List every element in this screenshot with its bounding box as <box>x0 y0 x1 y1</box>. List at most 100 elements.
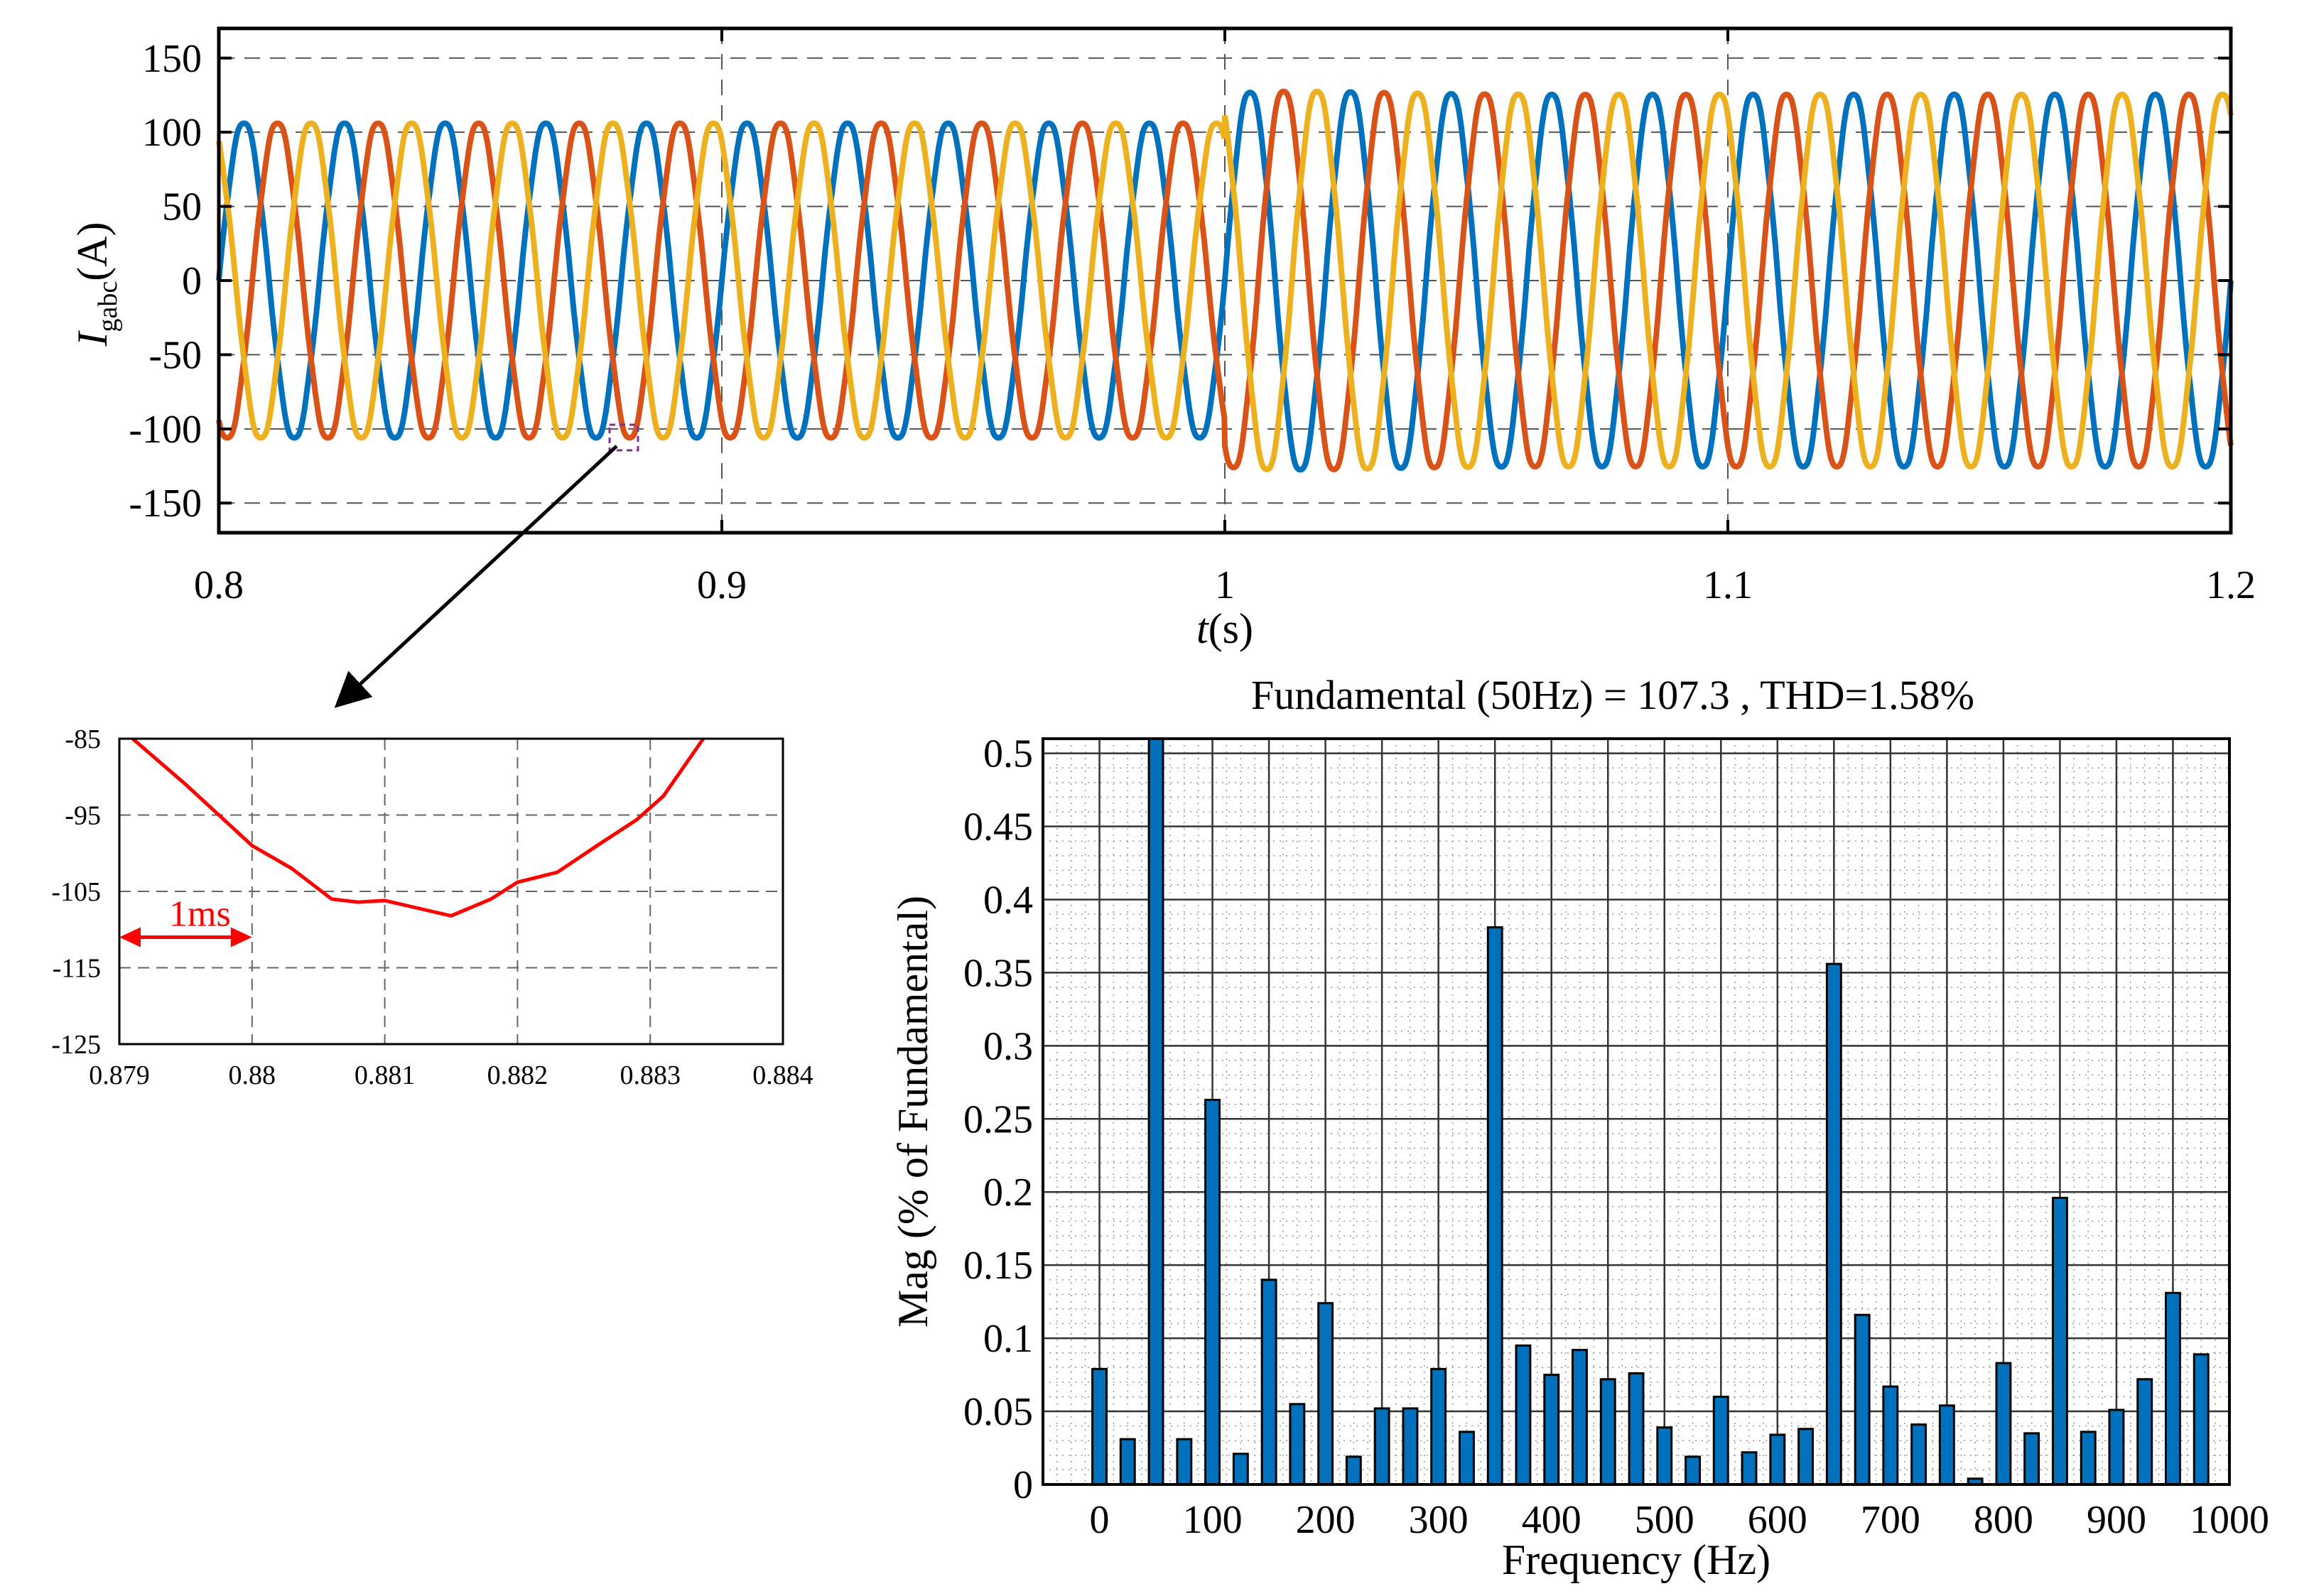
fft-bar <box>1232 1453 1249 1486</box>
fft-bar <box>1543 1374 1560 1486</box>
current-y-tick-label: -150 <box>129 482 202 526</box>
fft-x-tick-label: 1000 <box>2190 1498 2269 1542</box>
fft-bar <box>1938 1404 1955 1486</box>
fft-x-tick-label: 800 <box>1974 1498 2033 1542</box>
fft-x-tick-label: 200 <box>1296 1498 1356 1542</box>
zoom-x-ticks: 0.879 0.88 0.881 0.882 0.883 0.884 <box>89 1060 813 1090</box>
fft-bar <box>2108 1408 2125 1486</box>
zoom-y-tick-label: -95 <box>65 801 101 831</box>
zoom-axes-frame <box>118 737 784 1046</box>
current-y-tick-label: -50 <box>148 333 202 377</box>
zoom-y-tick-label: -125 <box>51 1030 101 1060</box>
current-x-tick-label: 1.2 <box>2206 563 2256 607</box>
fft-bar <box>2052 1197 2068 1486</box>
fft-bar <box>1882 1385 1899 1486</box>
zoom-y-tick-label: -105 <box>51 877 101 907</box>
fft-bar <box>1910 1423 1927 1486</box>
fft-bar <box>2023 1432 2040 1486</box>
current-x-label: t(s) <box>1196 605 1253 652</box>
one-ms-arrowhead-right <box>230 927 252 948</box>
fft-bar <box>1599 1378 1616 1486</box>
current-series-phase-a <box>216 89 2234 473</box>
fft-bar <box>1373 1407 1390 1486</box>
zoom-x-tick-label: 0.884 <box>752 1060 813 1090</box>
fft-y-tick-label: 0.35 <box>963 951 1033 995</box>
zoom-x-tick-label: 0.883 <box>620 1060 681 1090</box>
fft-bar <box>1345 1455 1362 1486</box>
fft-y-tick-label: 0.2 <box>983 1171 1033 1215</box>
fft-bar <box>1825 962 1842 1486</box>
fft-y-tick-label: 0.4 <box>983 878 1033 922</box>
fft-bar <box>1769 1433 1786 1486</box>
fft-bar <box>1685 1455 1702 1486</box>
fft-bar <box>1459 1431 1475 1486</box>
one-ms-label: 1ms <box>169 894 231 935</box>
fft-bar <box>1204 1099 1221 1486</box>
fft-bar <box>1147 737 1164 1486</box>
current-x-tick-label: 0.9 <box>697 563 747 607</box>
fft-bar <box>1995 1362 2012 1486</box>
current-y-tick-label: -100 <box>129 408 202 452</box>
fft-bar <box>1628 1372 1645 1486</box>
zoom-region-marker <box>608 423 639 452</box>
current-y-tick-label: 100 <box>142 111 202 155</box>
one-ms-arrowhead-left <box>119 927 141 948</box>
current-y-tick-label: 0 <box>182 259 202 303</box>
current-series-phase-b <box>216 88 2234 472</box>
fft-bar <box>1797 1428 1815 1486</box>
fft-bar <box>1486 926 1503 1486</box>
fft-bar <box>1656 1426 1673 1486</box>
fft-bar <box>1515 1344 1532 1486</box>
fft-bar <box>2080 1431 2097 1486</box>
zoom-series <box>131 737 705 918</box>
current-x-ticks: 0.8 0.9 1 1.1 1.2 <box>194 28 2256 607</box>
zoom-x-tick-label: 0.879 <box>89 1060 150 1090</box>
zoom-chart: -85-95-105-115-125 0.879 0.88 0.881 0.882 0.… <box>51 724 813 1090</box>
fft-bar <box>1317 1302 1334 1486</box>
zoom-x-tick-label: 0.882 <box>487 1060 548 1090</box>
fft-y-tick-label: 0.1 <box>983 1317 1033 1361</box>
fft-y-tick-label: 0.05 <box>963 1390 1033 1434</box>
fft-y-ticks: 0 0.05 0.1 0.15 0.2 0.25 0.3 0.35 0.4 0.45 0.5 <box>963 732 1033 1507</box>
fft-bar <box>2192 1353 2210 1486</box>
fft-x-tick-label: 0 <box>1090 1498 1110 1542</box>
fft-bar <box>1289 1403 1306 1486</box>
fft-bar <box>1119 1438 1136 1486</box>
fft-bar <box>1430 1367 1447 1486</box>
fft-bar <box>2165 1291 2181 1486</box>
fft-title: Fundamental (50Hz) = 107.3 , THD=1.58% <box>1251 672 1974 718</box>
current-series-phase-c <box>216 88 2234 472</box>
zoom-grid <box>119 739 783 1044</box>
fft-bar <box>1572 1349 1588 1486</box>
current-y-ticks: 150 100 50 0 -50 -100 -150 <box>129 37 2231 526</box>
current-y-label: Igabc(A) <box>69 222 123 347</box>
fft-chart: Fundamental (50Hz) = 107.3 , THD=1.58% 0… <box>889 672 2269 1583</box>
fft-x-tick-label: 400 <box>1522 1498 1581 1542</box>
zoom-y-tick-label: -115 <box>53 954 101 984</box>
fft-y-tick-label: 0.5 <box>983 732 1033 776</box>
zoom-y-tick-label: -85 <box>65 724 101 754</box>
fft-x-tick-label: 600 <box>1748 1498 1807 1542</box>
fft-y-label: Mag (% of Fundamental) <box>889 896 936 1328</box>
fft-x-label: Frequency (Hz) <box>1502 1536 1770 1583</box>
current-x-tick-label: 0.8 <box>194 563 244 607</box>
fft-bar <box>1741 1451 1758 1486</box>
zoom-arrow <box>334 445 618 708</box>
fft-x-ticks: 0 100 200 300 400 500 600 700 800 900 1000 <box>1090 1498 2269 1542</box>
current-x-tick-label: 1.1 <box>1703 563 1753 607</box>
fft-y-tick-label: 0.45 <box>963 805 1033 849</box>
current-y-tick-label: 150 <box>142 37 202 81</box>
zoom-series-zoom-trace <box>131 737 705 918</box>
fft-y-tick-label: 0 <box>1013 1463 1033 1507</box>
fft-x-tick-label: 300 <box>1409 1498 1469 1542</box>
fft-x-tick-label: 500 <box>1635 1498 1694 1542</box>
current-x-tick-label: 1 <box>1215 563 1235 607</box>
fft-y-tick-label: 0.3 <box>983 1024 1033 1068</box>
fft-bar <box>1854 1313 1871 1486</box>
fft-x-tick-label: 700 <box>1861 1498 1920 1542</box>
fft-bar <box>1176 1438 1193 1486</box>
current-series <box>216 88 2234 473</box>
zoom-x-tick-label: 0.881 <box>355 1060 416 1090</box>
